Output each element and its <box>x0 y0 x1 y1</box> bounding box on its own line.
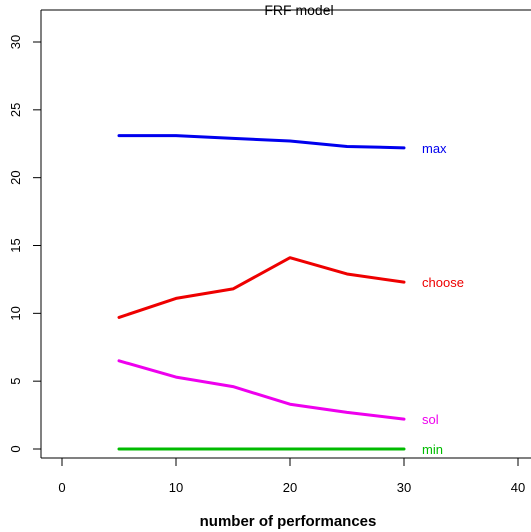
x-tick-label-1: 10 <box>169 480 183 495</box>
series-labels-layer: max choose sol min <box>422 141 464 457</box>
series-line-sol <box>117 359 406 421</box>
x-tick-label-4: 40 <box>511 480 525 495</box>
series-label-max: max <box>422 141 447 156</box>
x-axis: 0 10 20 30 40 <box>58 457 525 495</box>
y-tick-label-0: 0 <box>8 445 23 452</box>
y-tick-label-4: 20 <box>8 170 23 184</box>
y-tick-label-2: 10 <box>8 306 23 320</box>
y-axis: 0 5 10 15 20 25 30 <box>8 35 41 453</box>
y-tick-label-6: 30 <box>8 35 23 49</box>
y-tick-label-1: 5 <box>8 378 23 385</box>
x-tick-label-0: 0 <box>58 480 65 495</box>
series-label-sol: sol <box>422 412 439 427</box>
series-label-min: min <box>422 442 443 457</box>
x-tick-label-3: 30 <box>397 480 411 495</box>
x-axis-label: number of performances <box>200 513 377 530</box>
series-line-max <box>117 134 406 150</box>
x-tick-label-2: 20 <box>283 480 297 495</box>
y-tick-label-5: 25 <box>8 103 23 117</box>
series-line-choose <box>117 256 406 319</box>
y-tick-label-3: 15 <box>8 238 23 252</box>
series-label-choose: choose <box>422 275 464 290</box>
series-layer <box>117 134 406 451</box>
